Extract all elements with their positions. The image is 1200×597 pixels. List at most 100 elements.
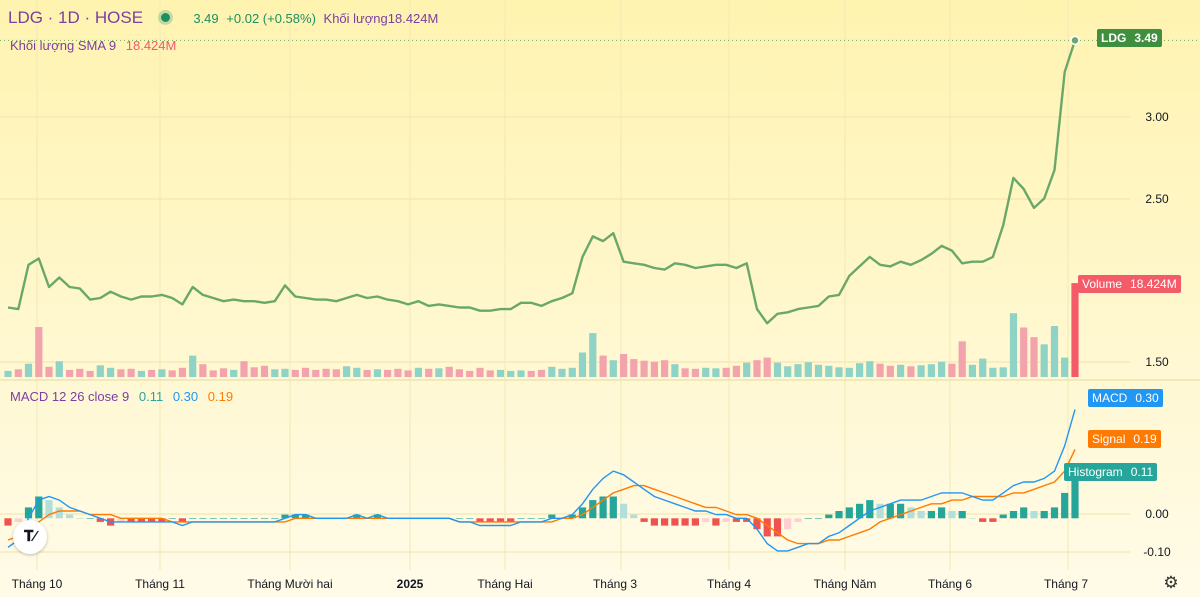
- macd-tag: MACD 0.30: [1088, 389, 1163, 407]
- symbol-title[interactable]: LDG · 1D · HOSE: [8, 8, 144, 27]
- volume-bar: [814, 364, 823, 377]
- histogram-tag: Histogram 0.11: [1064, 463, 1158, 481]
- histogram-bar: [127, 518, 135, 522]
- volume-value: 18.424M: [387, 11, 439, 26]
- volume-bar: [189, 355, 197, 377]
- volume-bar: [219, 368, 228, 377]
- volume-bar: [702, 367, 710, 377]
- histogram-bar: [76, 518, 84, 519]
- signal-tag-name: Signal: [1092, 432, 1126, 446]
- volume-bar: [4, 370, 12, 377]
- ldg-tag-name: LDG: [1101, 31, 1127, 45]
- histogram-bar: [732, 518, 740, 522]
- volume-bar: [979, 358, 987, 377]
- histogram-bar: [209, 518, 217, 519]
- histogram-bar: [630, 514, 638, 519]
- macd-legend-signal: 0.19: [207, 389, 234, 404]
- tradingview-logo-icon[interactable]: 𝐓⁄: [13, 520, 47, 554]
- histogram-bar: [168, 518, 176, 519]
- histogram-bar: [148, 518, 156, 522]
- histogram-bar: [773, 518, 782, 537]
- x-tick-label: 2025: [397, 577, 424, 591]
- volume-bar: [260, 365, 269, 377]
- x-tick-label: Tháng 10: [12, 577, 63, 591]
- histogram-bar: [856, 503, 864, 519]
- histogram-bar: [507, 518, 515, 522]
- histogram-bar: [589, 500, 597, 519]
- volume-bar: [1071, 283, 1079, 377]
- sma-label: Khối lượng SMA 9: [10, 38, 117, 53]
- histogram-bar: [917, 511, 925, 519]
- volume-bar: [1030, 337, 1038, 377]
- histogram-bar: [886, 503, 894, 519]
- volume-bar: [897, 364, 905, 377]
- histogram-bar: [1009, 511, 1018, 519]
- histogram-bar: [199, 518, 207, 519]
- volume-bar: [527, 370, 535, 377]
- x-tick-label: Tháng 3: [593, 577, 637, 591]
- volume-bar: [712, 368, 720, 377]
- histogram-bar: [609, 496, 617, 519]
- volume-bar: [496, 369, 505, 377]
- volume-bar: [784, 366, 792, 377]
- histogram-bar: [763, 518, 771, 537]
- x-tick-label: Tháng Hai: [477, 577, 532, 591]
- volume-bar: [158, 369, 166, 377]
- volume-bar: [178, 367, 186, 377]
- volume-bar: [24, 363, 33, 377]
- volume-bar: [45, 366, 53, 377]
- volume-bar: [773, 362, 782, 377]
- histogram-bar: [825, 514, 833, 519]
- volume-bar: [558, 368, 566, 377]
- histogram-bar: [702, 518, 710, 522]
- volume-bar: [620, 354, 628, 377]
- volume-bar: [148, 369, 156, 377]
- histogram-bar: [681, 518, 689, 526]
- volume-bar: [599, 355, 607, 377]
- volume-bar: [312, 369, 320, 377]
- volume-bar: [568, 367, 576, 377]
- x-tick-label: Tháng 4: [707, 577, 751, 591]
- volume-bar: [353, 367, 361, 377]
- volume-bar: [999, 367, 1007, 377]
- histogram-bar: [743, 518, 751, 522]
- histogram-bar: [938, 507, 946, 519]
- volume-bar: [722, 367, 730, 377]
- histogram-bar: [876, 503, 884, 519]
- histogram-bar: [250, 518, 258, 519]
- histogram-bar: [291, 514, 299, 519]
- histogram-bar: [55, 507, 63, 519]
- histogram-bar: [804, 518, 812, 519]
- settings-gear-icon[interactable]: ⚙: [1163, 573, 1179, 592]
- volume-bar: [866, 361, 874, 377]
- volume-bar: [537, 369, 546, 377]
- histogram-bar: [353, 514, 361, 519]
- volume-bar: [845, 367, 853, 377]
- status-dot-icon: [160, 13, 170, 22]
- histogram-bar: [271, 518, 279, 519]
- histogram-bar: [845, 507, 853, 519]
- volume-bar: [230, 369, 238, 377]
- histogram-bar: [578, 507, 587, 519]
- macd-tag-name: MACD: [1092, 391, 1128, 405]
- volume-bar: [250, 367, 258, 377]
- volume-bar: [927, 364, 935, 377]
- macd-legend-macd: 0.30: [172, 389, 199, 404]
- histogram-bar: [137, 518, 145, 522]
- volume-bar: [650, 361, 658, 377]
- volume-bar: [876, 363, 884, 377]
- volume-tag-name: Volume: [1082, 277, 1123, 291]
- volume-bar: [384, 369, 392, 377]
- histogram-bar: [517, 518, 525, 519]
- price-line: [7, 40, 1077, 325]
- histogram-bar: [1020, 507, 1028, 519]
- macd-legend[interactable]: MACD 12 26 close 9 0.11 0.30 0.19: [10, 389, 233, 404]
- histogram-bar: [158, 518, 166, 522]
- volume-bar: [86, 370, 94, 377]
- signal-tag-value: 0.19: [1133, 432, 1157, 446]
- volume-bar: [281, 368, 289, 377]
- histogram-bar: [989, 518, 997, 522]
- histogram-bar: [650, 518, 658, 526]
- histogram-bar: [1030, 511, 1038, 519]
- sma-legend[interactable]: Khối lượng SMA 9 18.424M: [10, 38, 176, 53]
